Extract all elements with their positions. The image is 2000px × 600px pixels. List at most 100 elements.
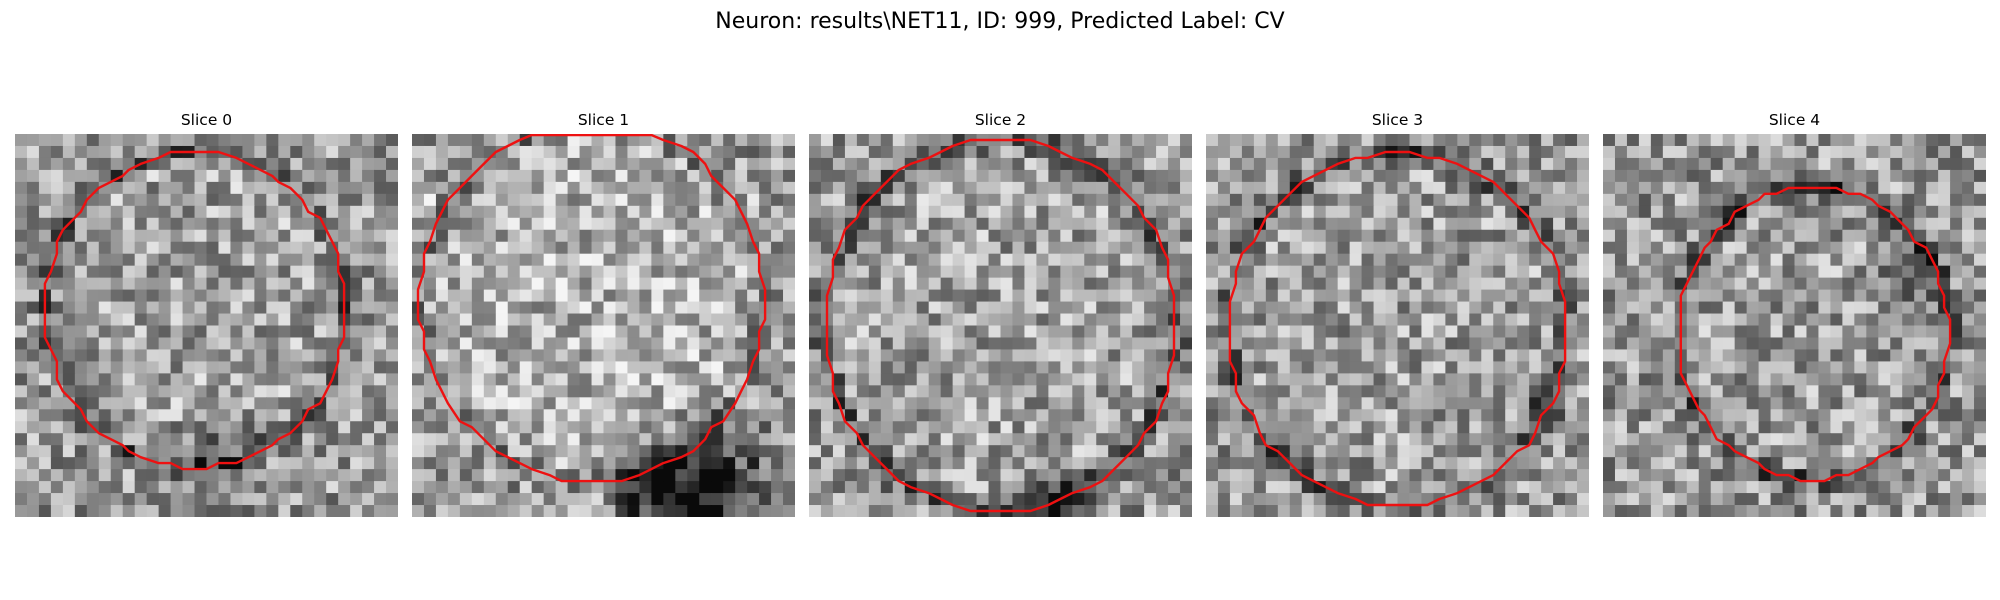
pixel-cell xyxy=(1626,409,1640,422)
pixel-cell xyxy=(663,505,676,517)
pixel-cell xyxy=(940,289,954,303)
pixel-cell xyxy=(1373,205,1387,219)
pixel-cell xyxy=(868,157,882,171)
pixel-cell xyxy=(218,433,232,446)
pixel-cell xyxy=(1144,134,1157,147)
pixel-cell xyxy=(1325,397,1339,410)
pixel-cell xyxy=(856,505,870,517)
pixel-cell xyxy=(50,505,64,517)
pixel-cell xyxy=(1457,193,1470,207)
pixel-cell xyxy=(1361,421,1375,434)
pixel-cell xyxy=(1674,157,1688,171)
pixel-cell xyxy=(1926,313,1939,327)
pixel-cell xyxy=(98,157,112,171)
pixel-cell xyxy=(531,397,545,410)
pixel-cell xyxy=(1289,421,1303,434)
pixel-cell xyxy=(856,157,870,171)
pixel-cell xyxy=(1241,421,1255,434)
pixel-cell xyxy=(519,193,533,207)
pixel-cell xyxy=(1120,421,1133,434)
pixel-cell xyxy=(1818,265,1832,279)
pixel-cell xyxy=(976,301,990,315)
pixel-cell xyxy=(314,349,327,363)
pixel-cell xyxy=(254,361,267,374)
pixel-cell xyxy=(134,193,148,207)
pixel-cell xyxy=(1493,349,1506,363)
pixel-cell xyxy=(759,241,772,255)
pixel-cell xyxy=(627,421,641,434)
pixel-cell xyxy=(290,445,303,458)
pixel-cell xyxy=(1577,325,1589,339)
pixel-cell xyxy=(194,277,208,291)
pixel-cell xyxy=(543,253,557,267)
pixel-cell xyxy=(988,349,1002,363)
pixel-cell xyxy=(1493,481,1506,494)
pixel-cell xyxy=(809,229,822,243)
pixel-cell xyxy=(1277,469,1291,482)
pixel-cell xyxy=(1650,241,1664,255)
pixel-cell xyxy=(1493,193,1506,207)
pixel-cell xyxy=(483,169,497,183)
pixel-cell xyxy=(194,289,208,303)
pixel-cell xyxy=(170,181,184,195)
pixel-cell xyxy=(62,433,76,446)
pixel-cell xyxy=(1433,301,1446,315)
pixel-cell xyxy=(1529,301,1542,315)
pixel-cell xyxy=(1325,325,1339,339)
pixel-cell xyxy=(1277,157,1291,171)
pixel-cell xyxy=(1144,361,1157,374)
pixel-cell xyxy=(1974,409,1986,422)
pixel-cell xyxy=(1734,361,1748,374)
pixel-cell xyxy=(964,349,978,363)
pixel-cell xyxy=(170,385,184,398)
pixel-cell xyxy=(1662,409,1676,422)
pixel-cell xyxy=(1048,349,1061,363)
pixel-cell xyxy=(74,253,88,267)
pixel-cell xyxy=(1614,445,1628,458)
pixel-cell xyxy=(771,385,784,398)
pixel-cell xyxy=(1638,169,1652,183)
pixel-cell xyxy=(1313,193,1327,207)
pixel-cell xyxy=(747,421,760,434)
pixel-cell xyxy=(555,205,569,219)
pixel-cell xyxy=(1541,493,1554,506)
pixel-cell xyxy=(1806,193,1820,207)
pixel-cell xyxy=(1012,301,1026,315)
pixel-cell xyxy=(1265,217,1279,231)
pixel-cell xyxy=(519,361,533,374)
pixel-cell xyxy=(615,241,629,255)
pixel-cell xyxy=(747,505,760,517)
pixel-cell xyxy=(1168,373,1181,386)
pixel-cell xyxy=(50,205,64,219)
pixel-cell xyxy=(723,493,736,506)
pixel-cell xyxy=(302,169,315,183)
pixel-cell xyxy=(495,373,509,386)
pixel-cell xyxy=(832,493,846,506)
pixel-cell xyxy=(1096,265,1109,279)
pixel-cell xyxy=(832,289,846,303)
pixel-cell xyxy=(567,145,581,159)
pixel-cell xyxy=(639,337,652,351)
pixel-cell xyxy=(1481,241,1494,255)
pixel-cell xyxy=(1565,193,1578,207)
pixel-cell xyxy=(1457,181,1470,195)
pixel-cell xyxy=(447,313,461,327)
pixel-cell xyxy=(146,193,160,207)
pixel-cell xyxy=(1469,457,1482,470)
pixel-cell xyxy=(1301,145,1315,159)
pixel-cell xyxy=(868,433,882,446)
pixel-cell xyxy=(711,397,724,410)
pixel-cell xyxy=(1842,433,1855,446)
pixel-cell xyxy=(1168,134,1181,147)
pixel-cell xyxy=(1397,433,1411,446)
pixel-cell xyxy=(134,469,148,482)
pixel-cell xyxy=(1373,193,1387,207)
pixel-cell xyxy=(844,289,858,303)
pixel-cell xyxy=(1505,277,1518,291)
pixel-cell xyxy=(1686,193,1700,207)
pixel-cell xyxy=(1517,265,1530,279)
pixel-cell xyxy=(374,409,387,422)
pixel-cell xyxy=(892,193,906,207)
pixel-cell xyxy=(1120,373,1133,386)
pixel-cell xyxy=(230,145,244,159)
